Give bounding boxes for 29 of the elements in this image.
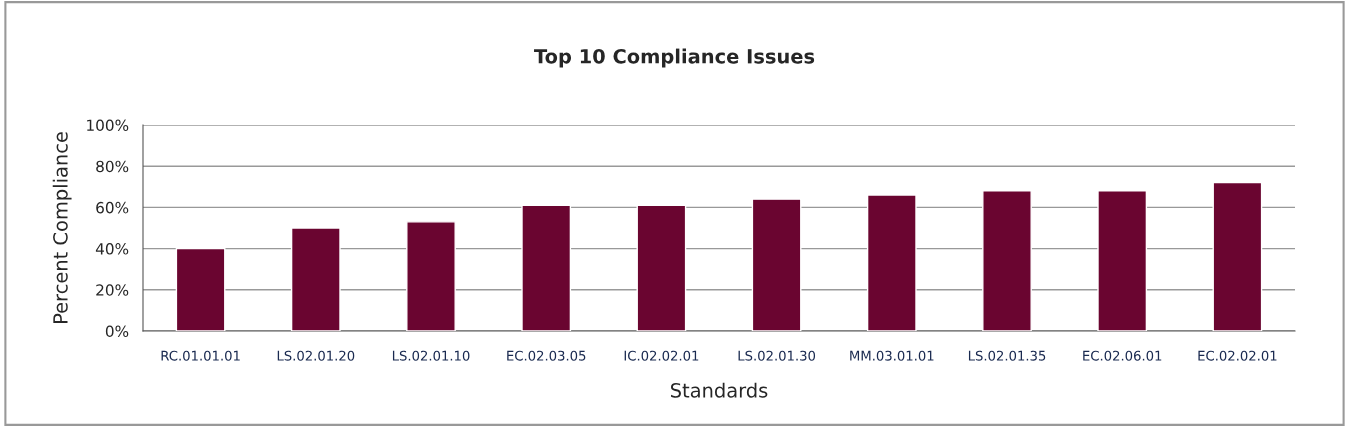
x-tick-label: EC.02.06.01 bbox=[1083, 350, 1162, 361]
chart-title: Top 10 Compliance Issues bbox=[534, 48, 815, 68]
bar bbox=[1212, 181, 1263, 331]
y-tick-label: 80% bbox=[96, 160, 129, 173]
x-tick-label: LS.02.01.35 bbox=[968, 350, 1046, 361]
bar bbox=[406, 221, 456, 331]
x-tick-label: IC.02.02.01 bbox=[624, 350, 699, 361]
x-tick-label: LS.02.01.10 bbox=[392, 350, 470, 361]
y-axis-title: Percent Compliance bbox=[52, 132, 72, 323]
y-tick-label: 40% bbox=[95, 243, 129, 255]
bar bbox=[290, 227, 341, 331]
x-tick-label: EC.02.02.01 bbox=[1198, 350, 1277, 361]
bar bbox=[751, 198, 802, 331]
x-tick-label: LS.02.01.30 bbox=[738, 350, 816, 361]
y-tick-label: 0% bbox=[105, 325, 129, 338]
bar bbox=[636, 204, 687, 331]
bar bbox=[1097, 190, 1148, 331]
y-tick-label: 100% bbox=[87, 119, 129, 132]
bar bbox=[982, 190, 1032, 331]
x-tick-label: MM.03.01.01 bbox=[850, 350, 934, 361]
bar bbox=[521, 204, 572, 331]
x-tick-label: EC.02.03.05 bbox=[507, 350, 586, 361]
bar bbox=[175, 247, 226, 331]
x-tick-label: RC.01.01.01 bbox=[161, 350, 240, 361]
y-tick-label: 60% bbox=[96, 201, 129, 214]
bar bbox=[866, 194, 917, 331]
x-tick-label: LS.02.01.20 bbox=[277, 350, 355, 361]
x-axis-title: Standards bbox=[670, 382, 768, 398]
y-tick-label: 20% bbox=[96, 284, 129, 296]
